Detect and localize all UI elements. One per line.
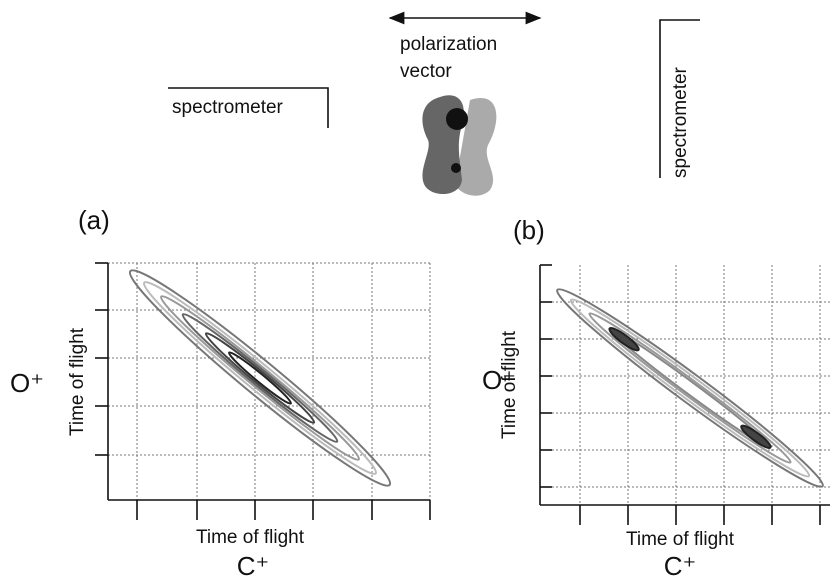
molecule bbox=[422, 95, 497, 196]
spectrometer-label: spectrometer bbox=[670, 66, 691, 178]
x-ion: C⁺ bbox=[664, 551, 697, 580]
x-axis-label: Time of flight bbox=[626, 529, 735, 550]
panel-label: (a) bbox=[78, 205, 110, 235]
polarization-label: polarization bbox=[400, 34, 497, 55]
y-ion: O⁺ bbox=[482, 365, 516, 395]
spectrometer-label: spectrometer bbox=[172, 97, 284, 118]
y-axis-label: Time of flight bbox=[67, 327, 88, 436]
contour bbox=[556, 288, 824, 488]
y-axis-label: Time of flight bbox=[499, 330, 520, 439]
x-axis-label: Time of flight bbox=[196, 527, 305, 548]
panel-label: (b) bbox=[513, 215, 545, 245]
panel-a: (a) Time of flight O⁺ Time of flight C⁺ bbox=[10, 205, 431, 580]
spectrometer-frame bbox=[659, 19, 700, 178]
y-ion: O⁺ bbox=[10, 368, 44, 398]
polarization-label: vector bbox=[400, 61, 452, 82]
spectrometer-frame bbox=[168, 87, 329, 128]
contour bbox=[128, 269, 392, 487]
x-ion: C⁺ bbox=[237, 551, 270, 580]
panel-b: (b) Time of flight O⁺ Time of flight C⁺ bbox=[482, 215, 830, 580]
